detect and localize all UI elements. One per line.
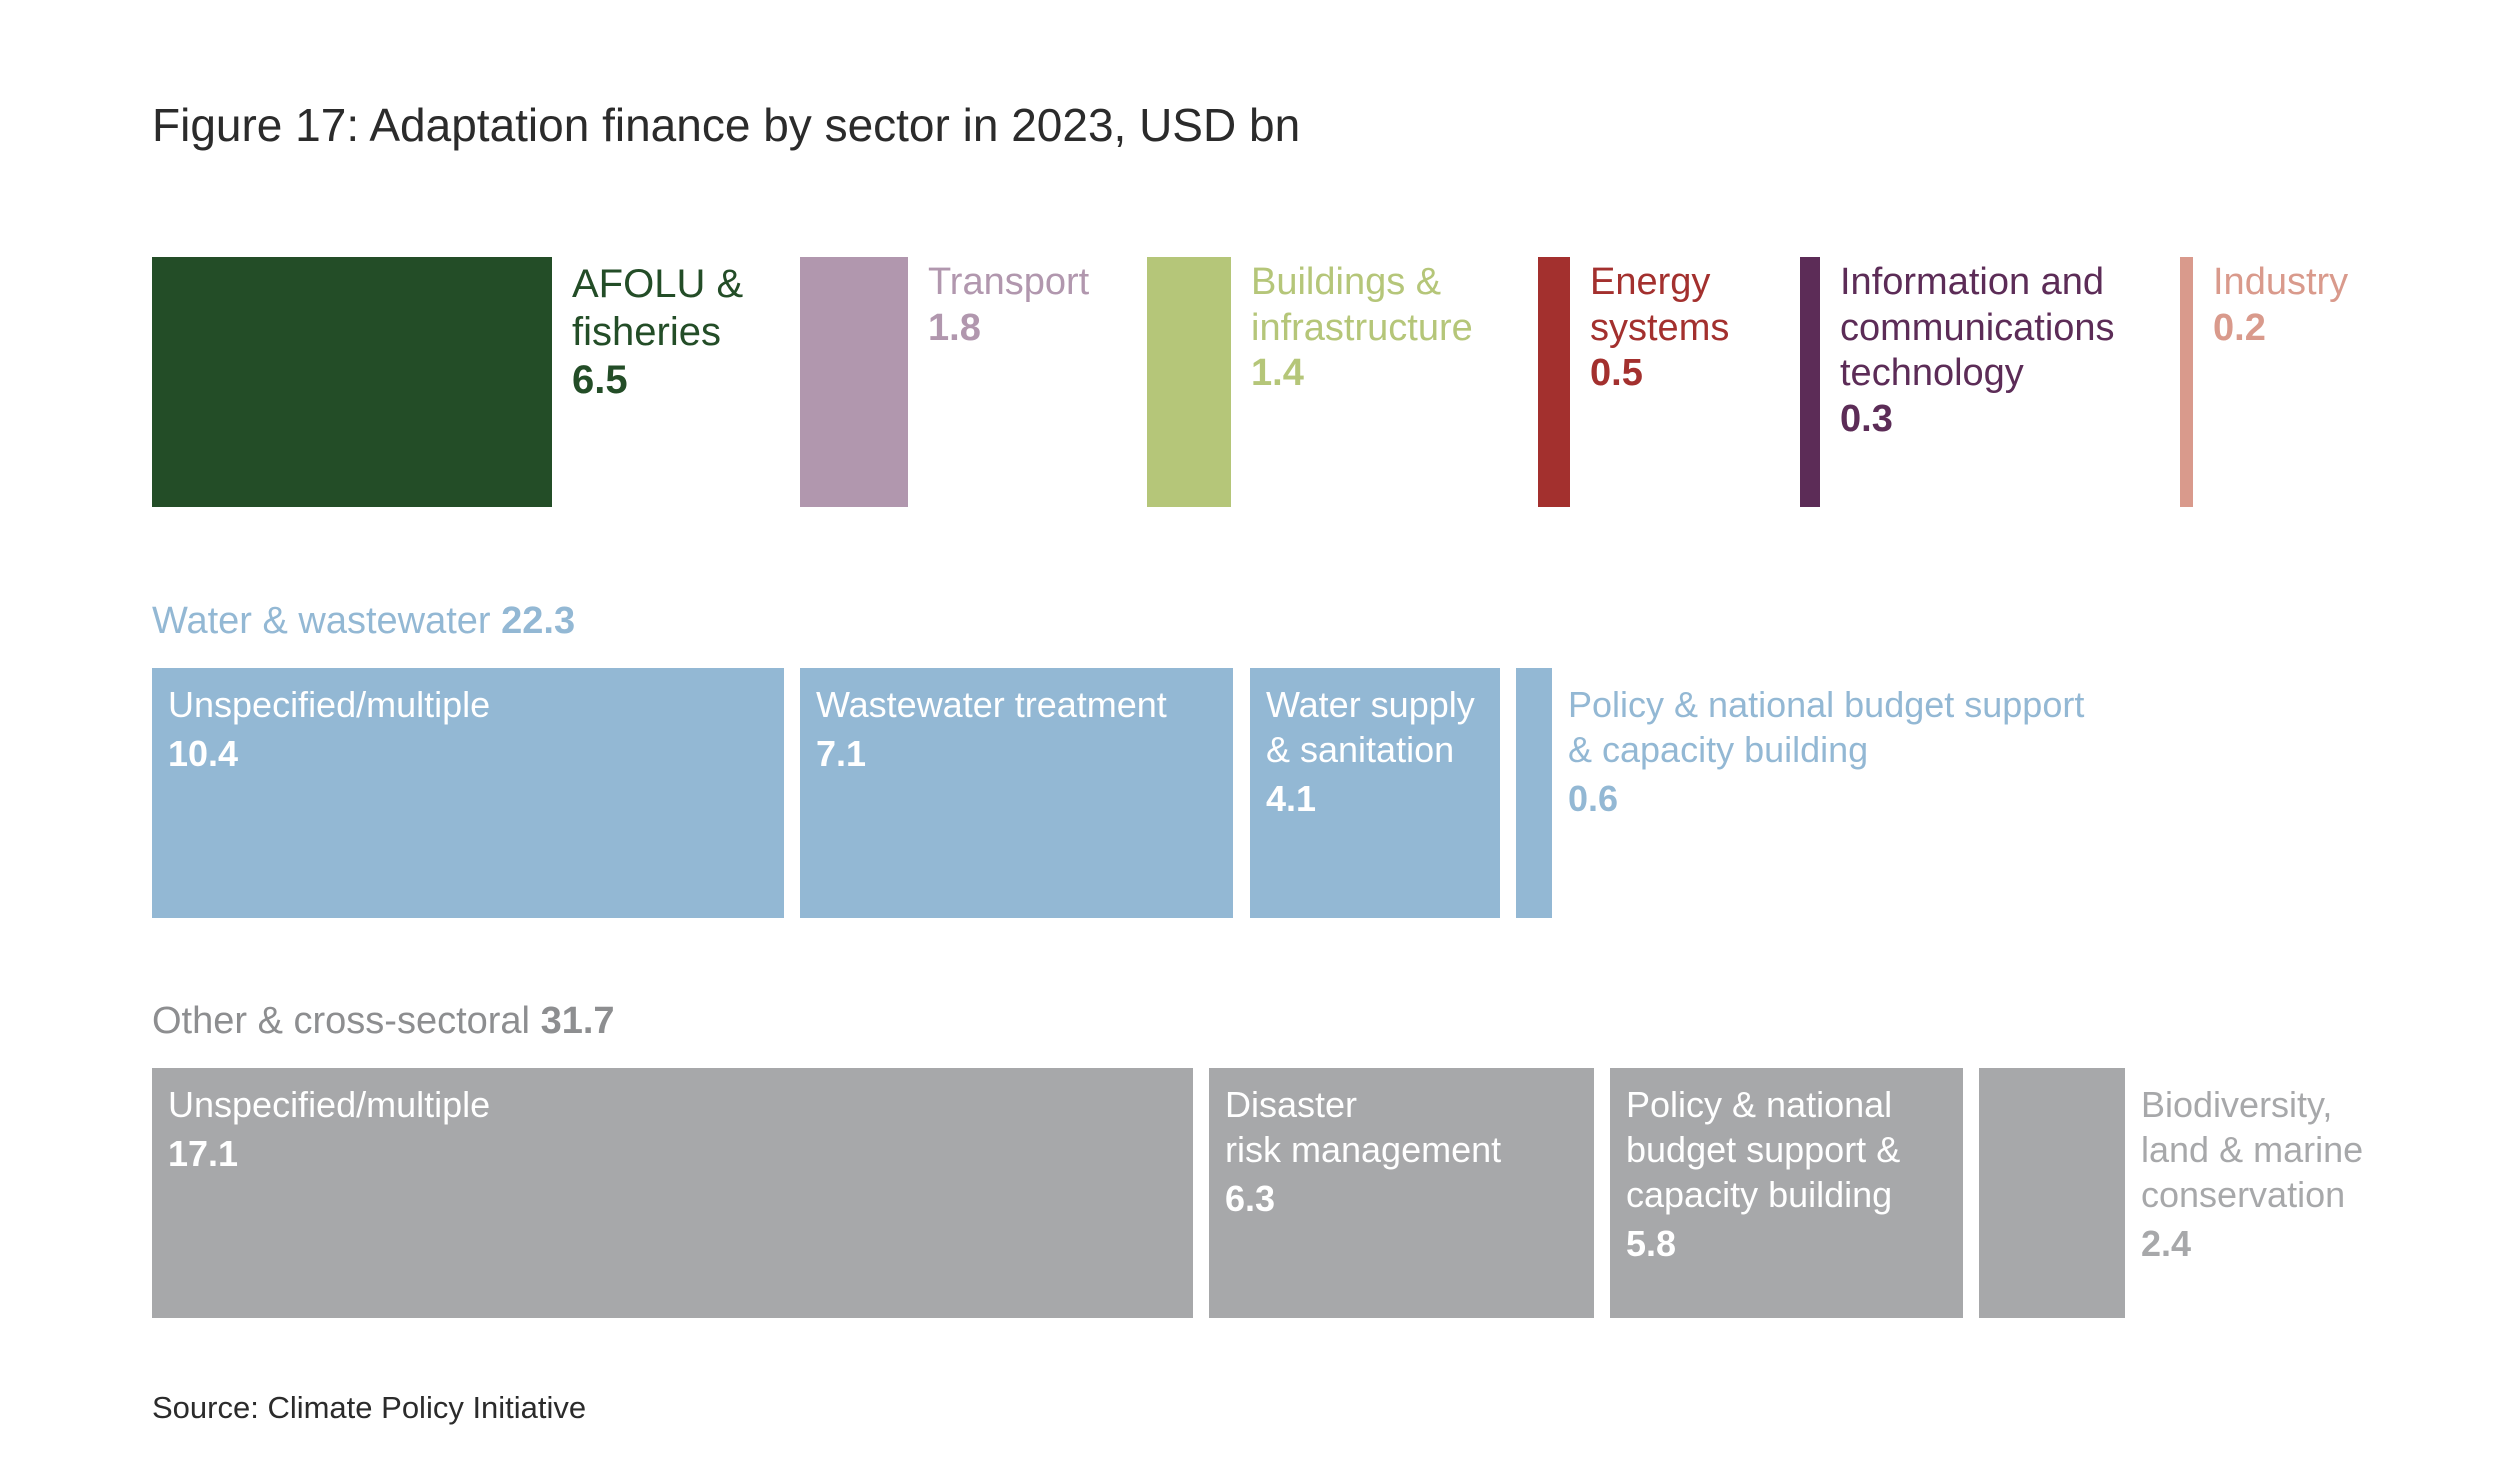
sector-bar [152, 257, 552, 507]
treemap-cell [1250, 668, 1500, 918]
sector-name: Buildings & infrastructure [1251, 261, 1473, 349]
sector-name: Transport [928, 261, 1090, 303]
cell-name: Water supply & sanitation [1266, 684, 1475, 770]
cell-label: Unspecified/multiple 17.1 [168, 1082, 490, 1176]
sector-value: 0.3 [1840, 397, 1893, 440]
sector-label: AFOLU & fisheries 6.5 [572, 260, 743, 404]
treemap-cell [152, 668, 784, 918]
cell-name: Policy & national budget support & capac… [1626, 1084, 1901, 1215]
sector-bar [1538, 257, 1570, 507]
chart-title: Figure 17: Adaptation finance by sector … [152, 99, 1301, 151]
cell-label: Policy & national budget support & capac… [1626, 1082, 1900, 1266]
treemap-cell [1209, 1068, 1594, 1318]
treemap-cell [1610, 1068, 1963, 1318]
group-total: 31.7 [540, 1000, 615, 1042]
sector-label: Industry 0.2 [2213, 260, 2348, 351]
cell-name: Wastewater treatment [816, 684, 1167, 725]
treemap-cell [800, 668, 1233, 918]
sector-value: 6.5 [572, 358, 628, 402]
cell-value: 17.1 [168, 1133, 239, 1174]
cell-label: Biodiversity, land & marine conservation… [2141, 1082, 2363, 1266]
cell-value: 4.1 [1266, 778, 1317, 819]
cell-value: 5.8 [1626, 1223, 1677, 1264]
sector-label: Buildings & infrastructure 1.4 [1251, 260, 1473, 397]
cell-value: 10.4 [168, 733, 239, 774]
sector-name: AFOLU & fisheries [572, 262, 744, 354]
sector-value: 1.8 [928, 306, 981, 349]
group-total: 22.3 [501, 600, 576, 642]
sector-label: Transport 1.8 [928, 260, 1089, 351]
sector-name: Information and communications technolog… [1840, 261, 2115, 395]
sector-label: Energy systems 0.5 [1590, 260, 1729, 397]
sector-bar [800, 257, 908, 507]
sector-value: 1.4 [1251, 352, 1304, 395]
cell-name: Policy & national budget support & capac… [1568, 684, 2085, 770]
source-note: Source: Climate Policy Initiative [152, 1390, 587, 1425]
sector-name: Industry [2213, 261, 2349, 303]
cell-name: Biodiversity, land & marine conservation [2141, 1084, 2364, 1215]
cell-value: 6.3 [1225, 1178, 1276, 1219]
group-name: Water & wastewater [152, 600, 502, 642]
group-label: Other & cross-sectoral 31.7 [152, 1000, 615, 1043]
cell-label: Policy & national budget support & capac… [1568, 682, 2084, 821]
treemap-cell [1516, 668, 1552, 918]
sector-bar [2180, 257, 2193, 507]
cell-value: 2.4 [2141, 1223, 2192, 1264]
cell-label: Water supply & sanitation 4.1 [1266, 682, 1475, 821]
group-label: Water & wastewater 22.3 [152, 600, 575, 643]
treemap-cell [1979, 1068, 2125, 1318]
sector-bar [1147, 257, 1231, 507]
cell-value: 7.1 [816, 733, 867, 774]
sector-name: Energy systems [1590, 261, 1730, 349]
cell-label: Disaster risk management 6.3 [1225, 1082, 1501, 1221]
cell-value: 0.6 [1568, 778, 1619, 819]
cell-name: Unspecified/multiple [168, 1084, 491, 1125]
treemap-cell [152, 1068, 1193, 1318]
cell-label: Unspecified/multiple 10.4 [168, 682, 490, 776]
group-name: Other & cross-sectoral [152, 1000, 541, 1042]
sector-value: 0.5 [1590, 352, 1643, 395]
cell-name: Unspecified/multiple [168, 684, 491, 725]
sector-bar [1800, 257, 1820, 507]
cell-label: Wastewater treatment 7.1 [816, 682, 1167, 776]
sector-label: Information and communications technolog… [1840, 260, 2115, 442]
cell-name: Disaster risk management [1225, 1084, 1502, 1170]
sector-value: 0.2 [2213, 306, 2266, 349]
